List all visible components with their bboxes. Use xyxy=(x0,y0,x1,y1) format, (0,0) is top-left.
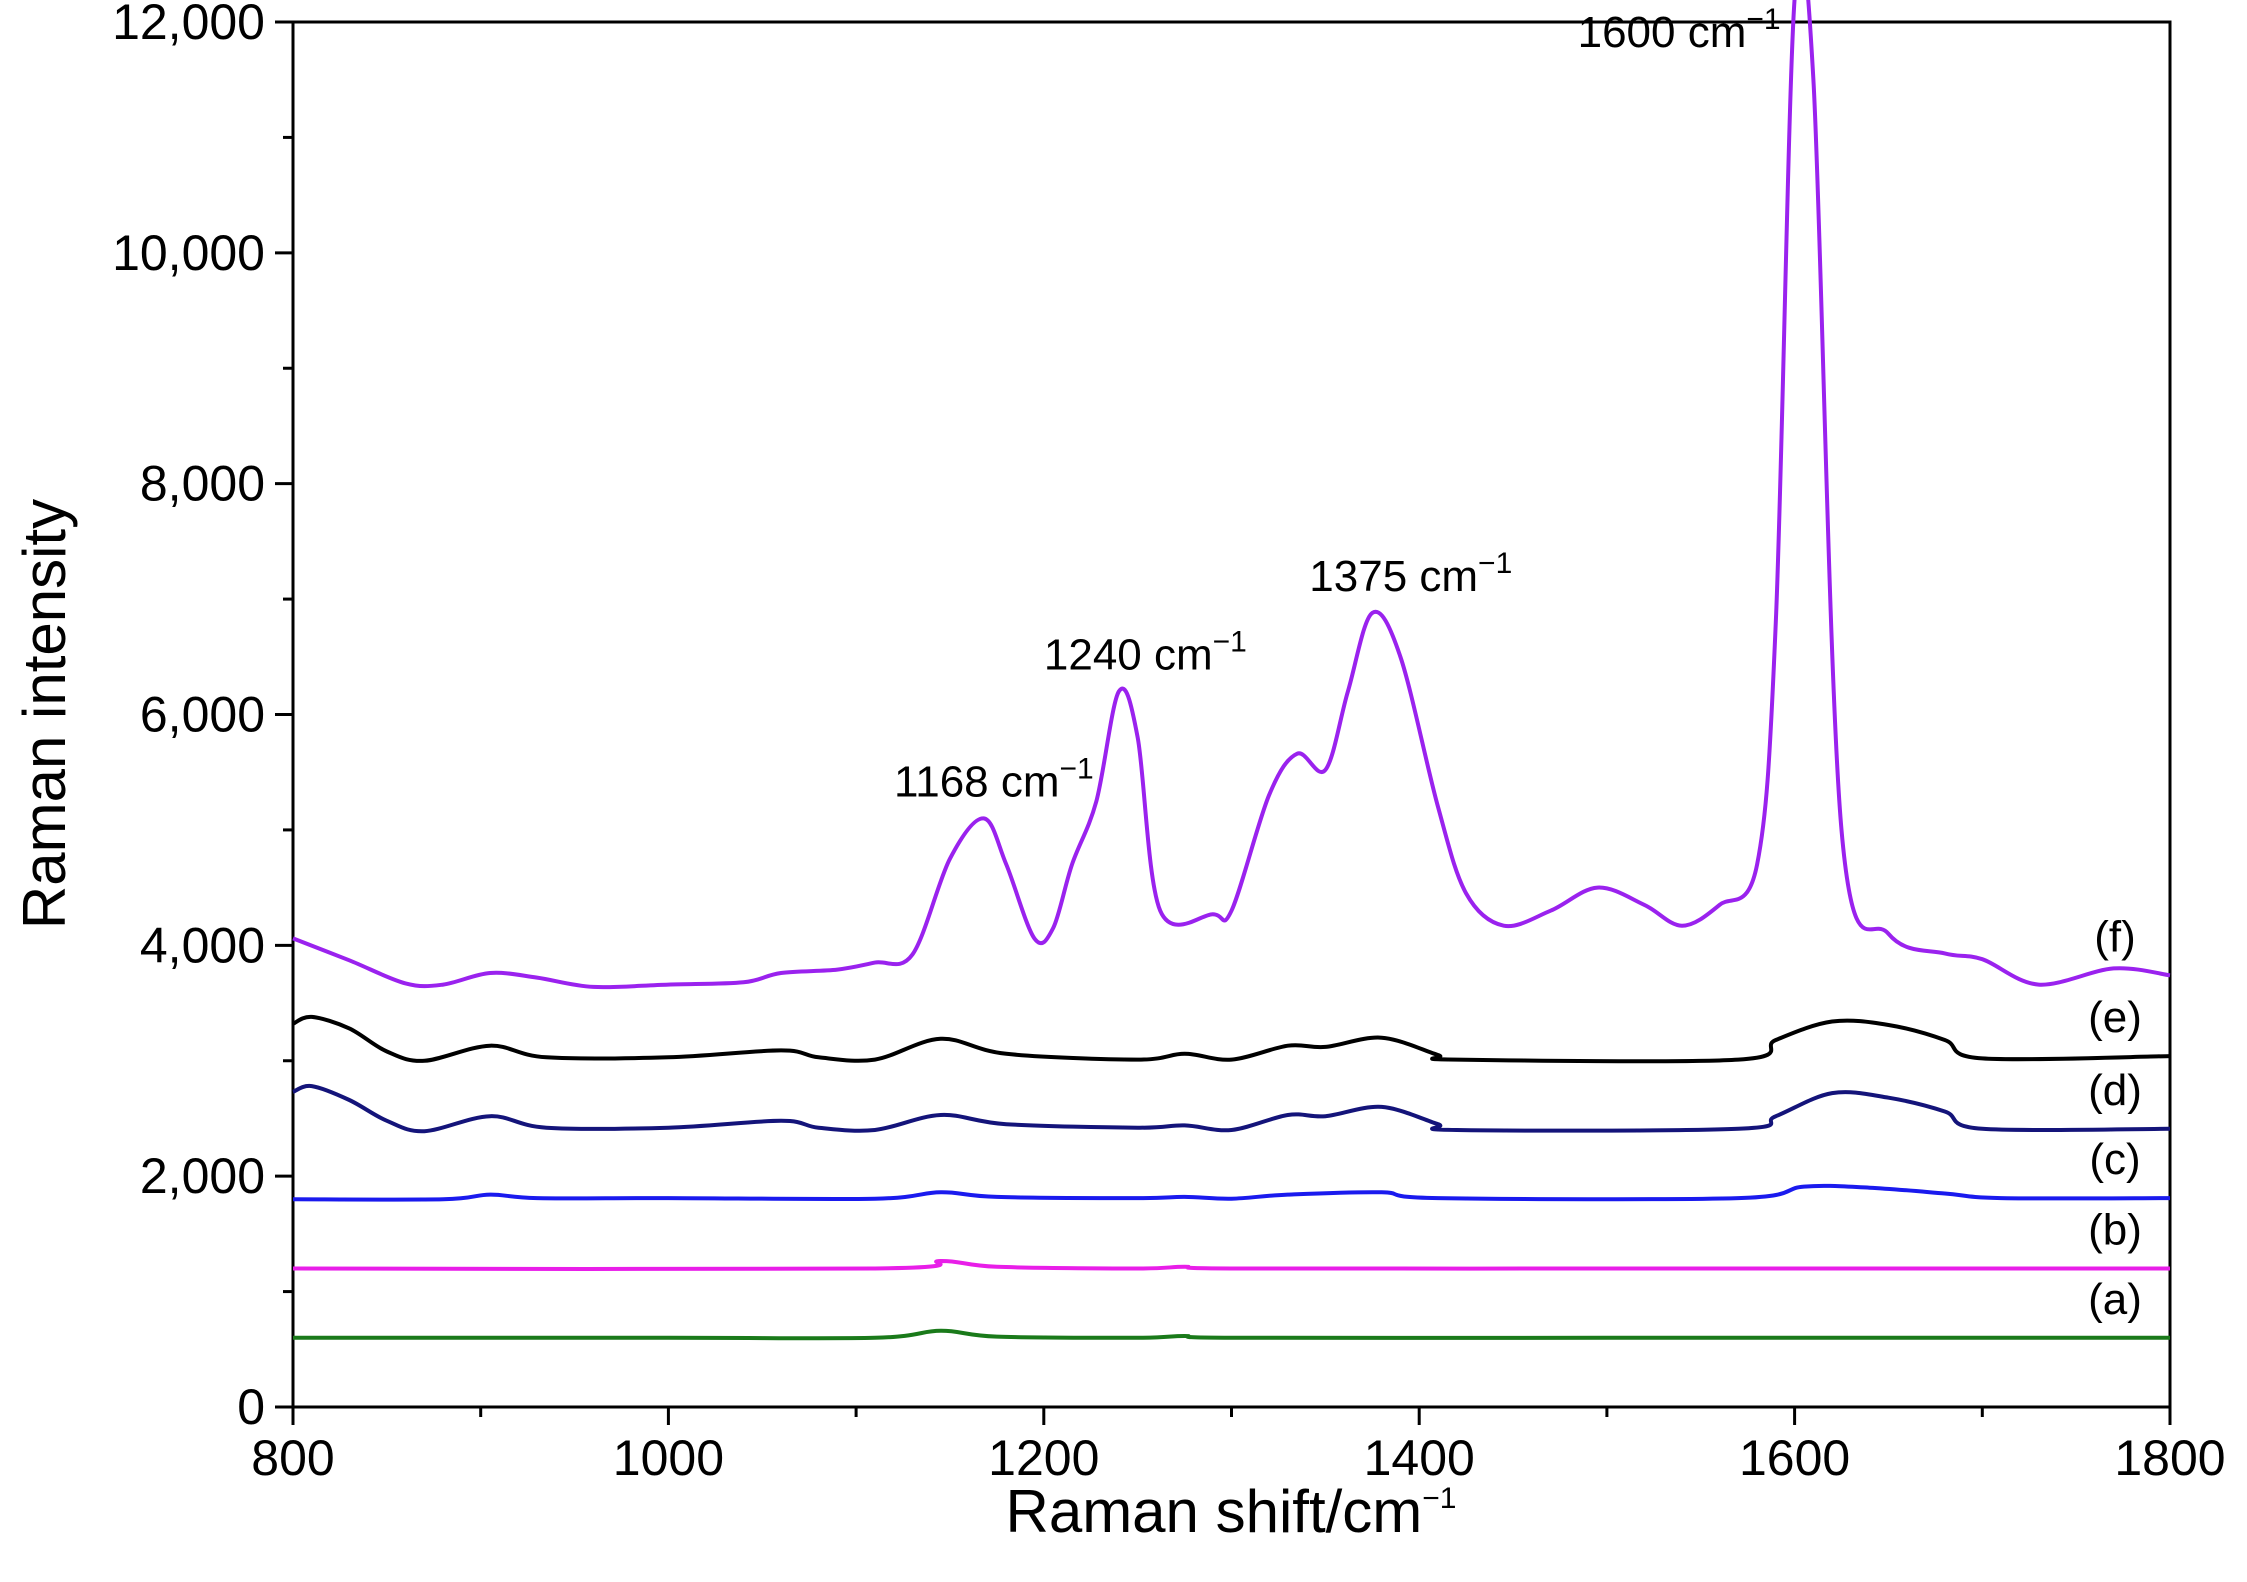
curve-label-b: (b) xyxy=(2088,1206,2142,1255)
series-line-b xyxy=(292,1258,2170,1272)
x-tick-label: 1800 xyxy=(2114,1430,2225,1486)
peak-label-1600: 1600 cm−1 xyxy=(1578,3,1781,57)
y-tick-label: 0 xyxy=(237,1379,265,1435)
curve-labels: (a) (b) (c) (d) (e) (f) xyxy=(2088,912,2142,1323)
x-tick-label: 1200 xyxy=(988,1430,1099,1486)
curve-label-e: (e) xyxy=(2088,993,2142,1042)
curve-label-f: (f) xyxy=(2094,912,2136,961)
x-tick-label: 1000 xyxy=(613,1430,724,1486)
series-line-d xyxy=(292,1083,2171,1134)
x-axis-title: Raman shift/cm−1 xyxy=(1006,1478,1457,1545)
curve-label-d: (d) xyxy=(2088,1066,2142,1115)
series-group xyxy=(292,0,2171,1341)
x-tick-label: 800 xyxy=(251,1430,334,1486)
peak-label-1240: 1240 cm−1 xyxy=(1044,625,1247,679)
y-tick-label: 8,000 xyxy=(140,456,265,512)
curve-label-c: (c) xyxy=(2089,1135,2140,1184)
curve-label-a: (a) xyxy=(2088,1275,2142,1324)
ticks-group: 800 1000 1200 1400 1600 1800 0 2,000 4,000 6,000 8… xyxy=(112,0,2226,1486)
series-line-a xyxy=(293,1328,2170,1341)
x-tick-label: 1600 xyxy=(1739,1430,1850,1486)
y-tick-label: 12,000 xyxy=(112,0,265,50)
series-line-f xyxy=(292,0,2171,990)
y-tick-label: 4,000 xyxy=(140,917,265,973)
series-line-e xyxy=(292,1014,2171,1064)
series-line-c xyxy=(292,1183,2171,1202)
plot-area: 800 1000 1200 1400 1600 1800 0 2,000 4,000 6,000 8… xyxy=(112,0,2226,1486)
peak-label-1168: 1168 cm−1 xyxy=(894,752,1094,806)
y-axis-title: Raman intensity xyxy=(11,499,78,929)
y-tick-label: 6,000 xyxy=(140,687,265,743)
peak-label-1375: 1375 cm−1 xyxy=(1309,547,1512,601)
y-tick-label: 10,000 xyxy=(112,225,265,281)
peak-annotations: 1168 cm−1 1240 cm−1 1375 cm−1 1600 cm−1 xyxy=(894,3,1781,806)
y-tick-label: 2,000 xyxy=(140,1148,265,1204)
x-tick-label: 1400 xyxy=(1364,1430,1475,1486)
